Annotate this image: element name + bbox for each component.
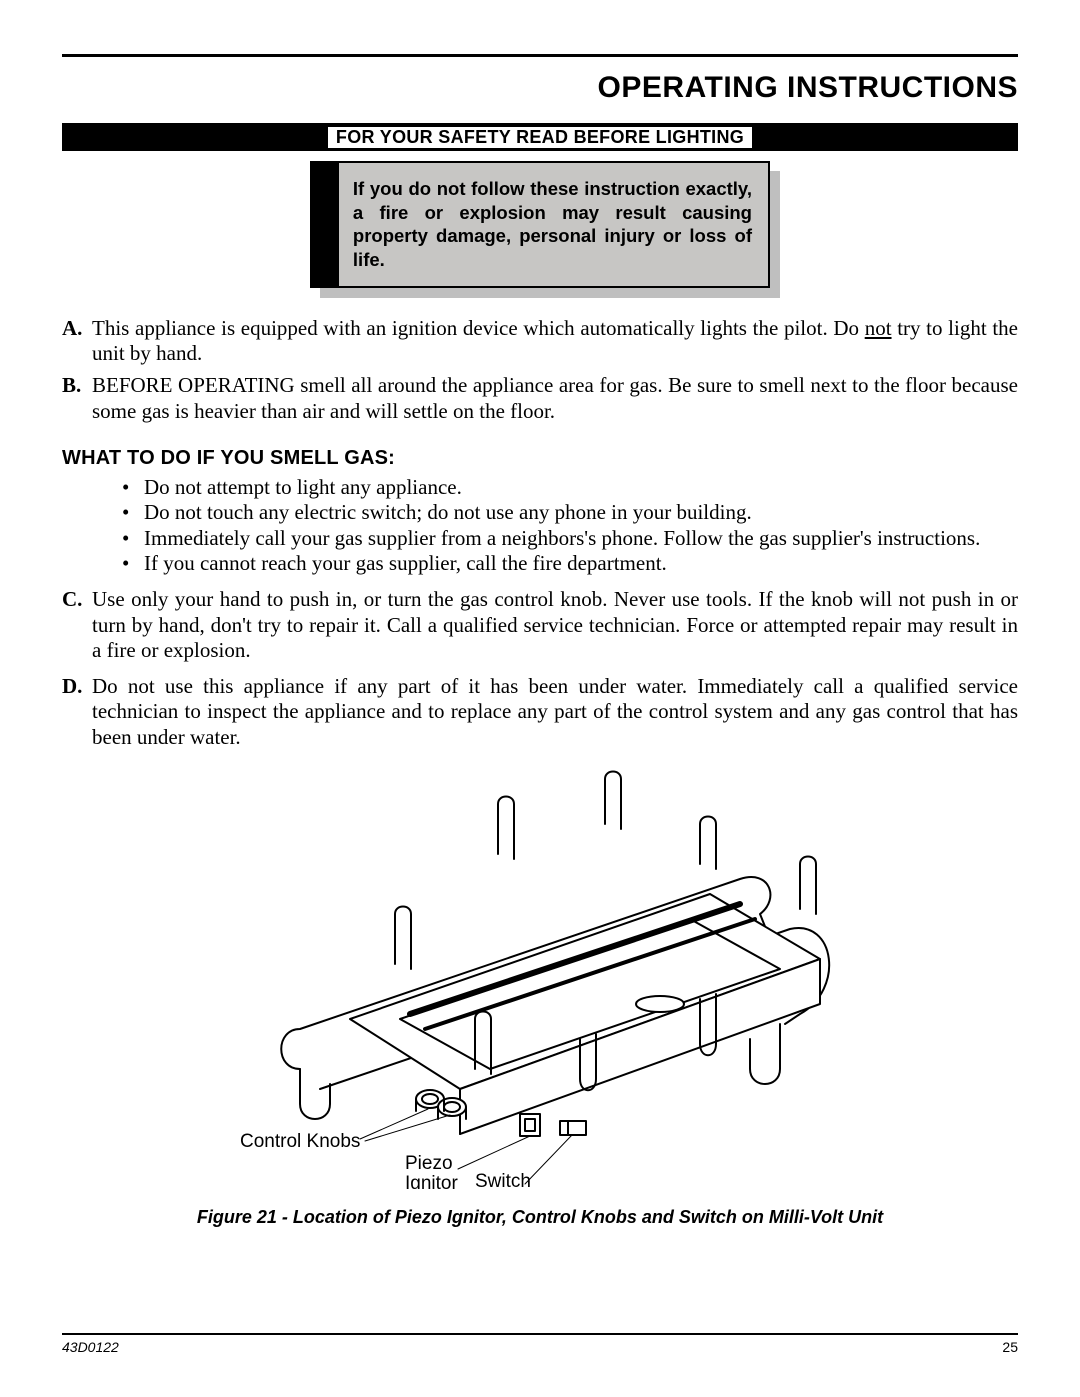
label-piezo-1: Piezo [405,1153,453,1174]
page-title: OPERATING INSTRUCTIONS [62,71,1018,105]
warning-text: If you do not follow these instruction e… [339,163,768,286]
figure: Control Knobs Piezo Ignitor Switch Figur… [62,769,1018,1229]
label-control-knobs: Control Knobs [240,1131,360,1152]
label-switch: Switch [475,1171,531,1189]
item-b: B. BEFORE OPERATING smell all around the… [62,373,1018,424]
footer-page-number: 25 [1002,1339,1018,1355]
item-a: A. This appliance is equipped with an ig… [62,316,1018,367]
item-d: D. Do not use this appliance if any part… [62,674,1018,751]
footer-doc-code: 43D0122 [62,1339,119,1355]
gas-bullet: Do not attempt to light any appliance. [122,475,1018,501]
item-c: C. Use only your hand to push in, or tur… [62,587,1018,664]
footer-rule [62,1333,1018,1335]
item-a-pre: This appliance is equipped with an ignit… [92,316,865,340]
item-c-text: Use only your hand to push in, or turn t… [92,587,1018,664]
item-d-marker: D. [62,674,92,751]
safety-bar-text: FOR YOUR SAFETY READ BEFORE LIGHTING [328,127,752,148]
burner-diagram-icon: Control Knobs Piezo Ignitor Switch [180,769,900,1189]
top-rule [62,54,1018,57]
item-b-marker: B. [62,373,92,424]
gas-heading: WHAT TO DO IF YOU SMELL GAS: [62,446,1018,470]
gas-bullets: Do not attempt to light any appliance. D… [62,475,1018,577]
gas-bullet: If you cannot reach your gas supplier, c… [122,551,1018,577]
body-text: A. This appliance is equipped with an ig… [62,316,1018,1229]
page: OPERATING INSTRUCTIONS FOR YOUR SAFETY R… [0,0,1080,1269]
warning-left-black [312,163,339,286]
warning-box: If you do not follow these instruction e… [310,161,770,288]
item-c-marker: C. [62,587,92,664]
item-a-text: This appliance is equipped with an ignit… [92,316,1018,367]
gas-bullet: Immediately call your gas supplier from … [122,526,1018,552]
footer: 43D0122 25 [62,1333,1018,1355]
warning-shadow: If you do not follow these instruction e… [310,161,770,288]
label-piezo-2: Ignitor [405,1173,458,1189]
item-b-text: BEFORE OPERATING smell all around the ap… [92,373,1018,424]
item-a-marker: A. [62,316,92,367]
warning-box-wrap: If you do not follow these instruction e… [62,161,1018,288]
gas-bullet: Do not touch any electric switch; do not… [122,500,1018,526]
item-a-not: not [865,316,892,340]
item-d-text: Do not use this appliance if any part of… [92,674,1018,751]
figure-caption: Figure 21 - Location of Piezo Ignitor, C… [62,1207,1018,1229]
safety-bar: FOR YOUR SAFETY READ BEFORE LIGHTING [62,123,1018,151]
